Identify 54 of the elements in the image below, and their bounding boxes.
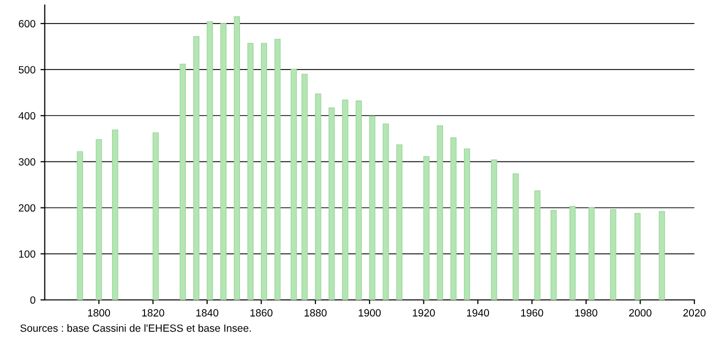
y-tick-label: 200: [18, 204, 36, 212]
y-tick-label: 100: [19, 250, 36, 258]
y-tick-label: 500: [18, 66, 36, 74]
y-tick-label: 0: [30, 296, 36, 304]
bar: [450, 137, 457, 300]
bar: [634, 212, 641, 300]
bar: [396, 144, 402, 300]
bar: [658, 211, 665, 300]
bar: [260, 42, 268, 300]
bar: [193, 36, 200, 300]
bar: [315, 94, 322, 300]
bar: [76, 151, 83, 300]
bar: [274, 38, 281, 300]
y-tick-label: 400: [18, 112, 36, 120]
bar: [180, 64, 186, 300]
x-tick-label: 1800: [88, 309, 110, 317]
x-tick-label: 1840: [196, 309, 218, 317]
bar: [512, 173, 519, 300]
bar: [491, 160, 498, 300]
bar: [436, 125, 443, 300]
x-tick-label: 1980: [575, 309, 598, 317]
x-tick-label: 2000: [629, 309, 652, 317]
bar: [423, 156, 430, 300]
x-tick-label: 1900: [358, 309, 381, 317]
bar: [570, 206, 576, 300]
bar: [112, 130, 118, 300]
bar: [464, 148, 470, 300]
bar: [302, 74, 308, 300]
bar: [206, 21, 213, 300]
bar: [342, 100, 348, 300]
bar: [610, 209, 616, 300]
x-tick-label: 1820: [142, 309, 164, 317]
bar: [234, 16, 240, 300]
bar: [152, 132, 159, 300]
bar: [96, 139, 102, 300]
bar: [534, 190, 540, 300]
bar: [550, 210, 557, 300]
bar: [588, 206, 595, 300]
bar: [290, 68, 297, 300]
x-tick-label: 1920: [412, 309, 435, 317]
y-tick-label: 600: [18, 20, 36, 28]
x-tick-label: 1880: [304, 309, 327, 317]
bar: [369, 116, 376, 300]
bar: [356, 100, 362, 300]
bar: [328, 107, 335, 300]
bar: [382, 124, 389, 300]
y-tick-label: 300: [18, 158, 36, 166]
x-tick-label: 1940: [467, 309, 490, 317]
x-tick-label: 2020: [683, 309, 706, 317]
bar: [247, 42, 254, 300]
bar: [220, 23, 226, 300]
source-note: Sources : base Cassini de l'EHESS et base Insee.: [20, 324, 251, 332]
x-tick-label: 1960: [521, 309, 544, 317]
x-tick-label: 1860: [250, 309, 272, 317]
